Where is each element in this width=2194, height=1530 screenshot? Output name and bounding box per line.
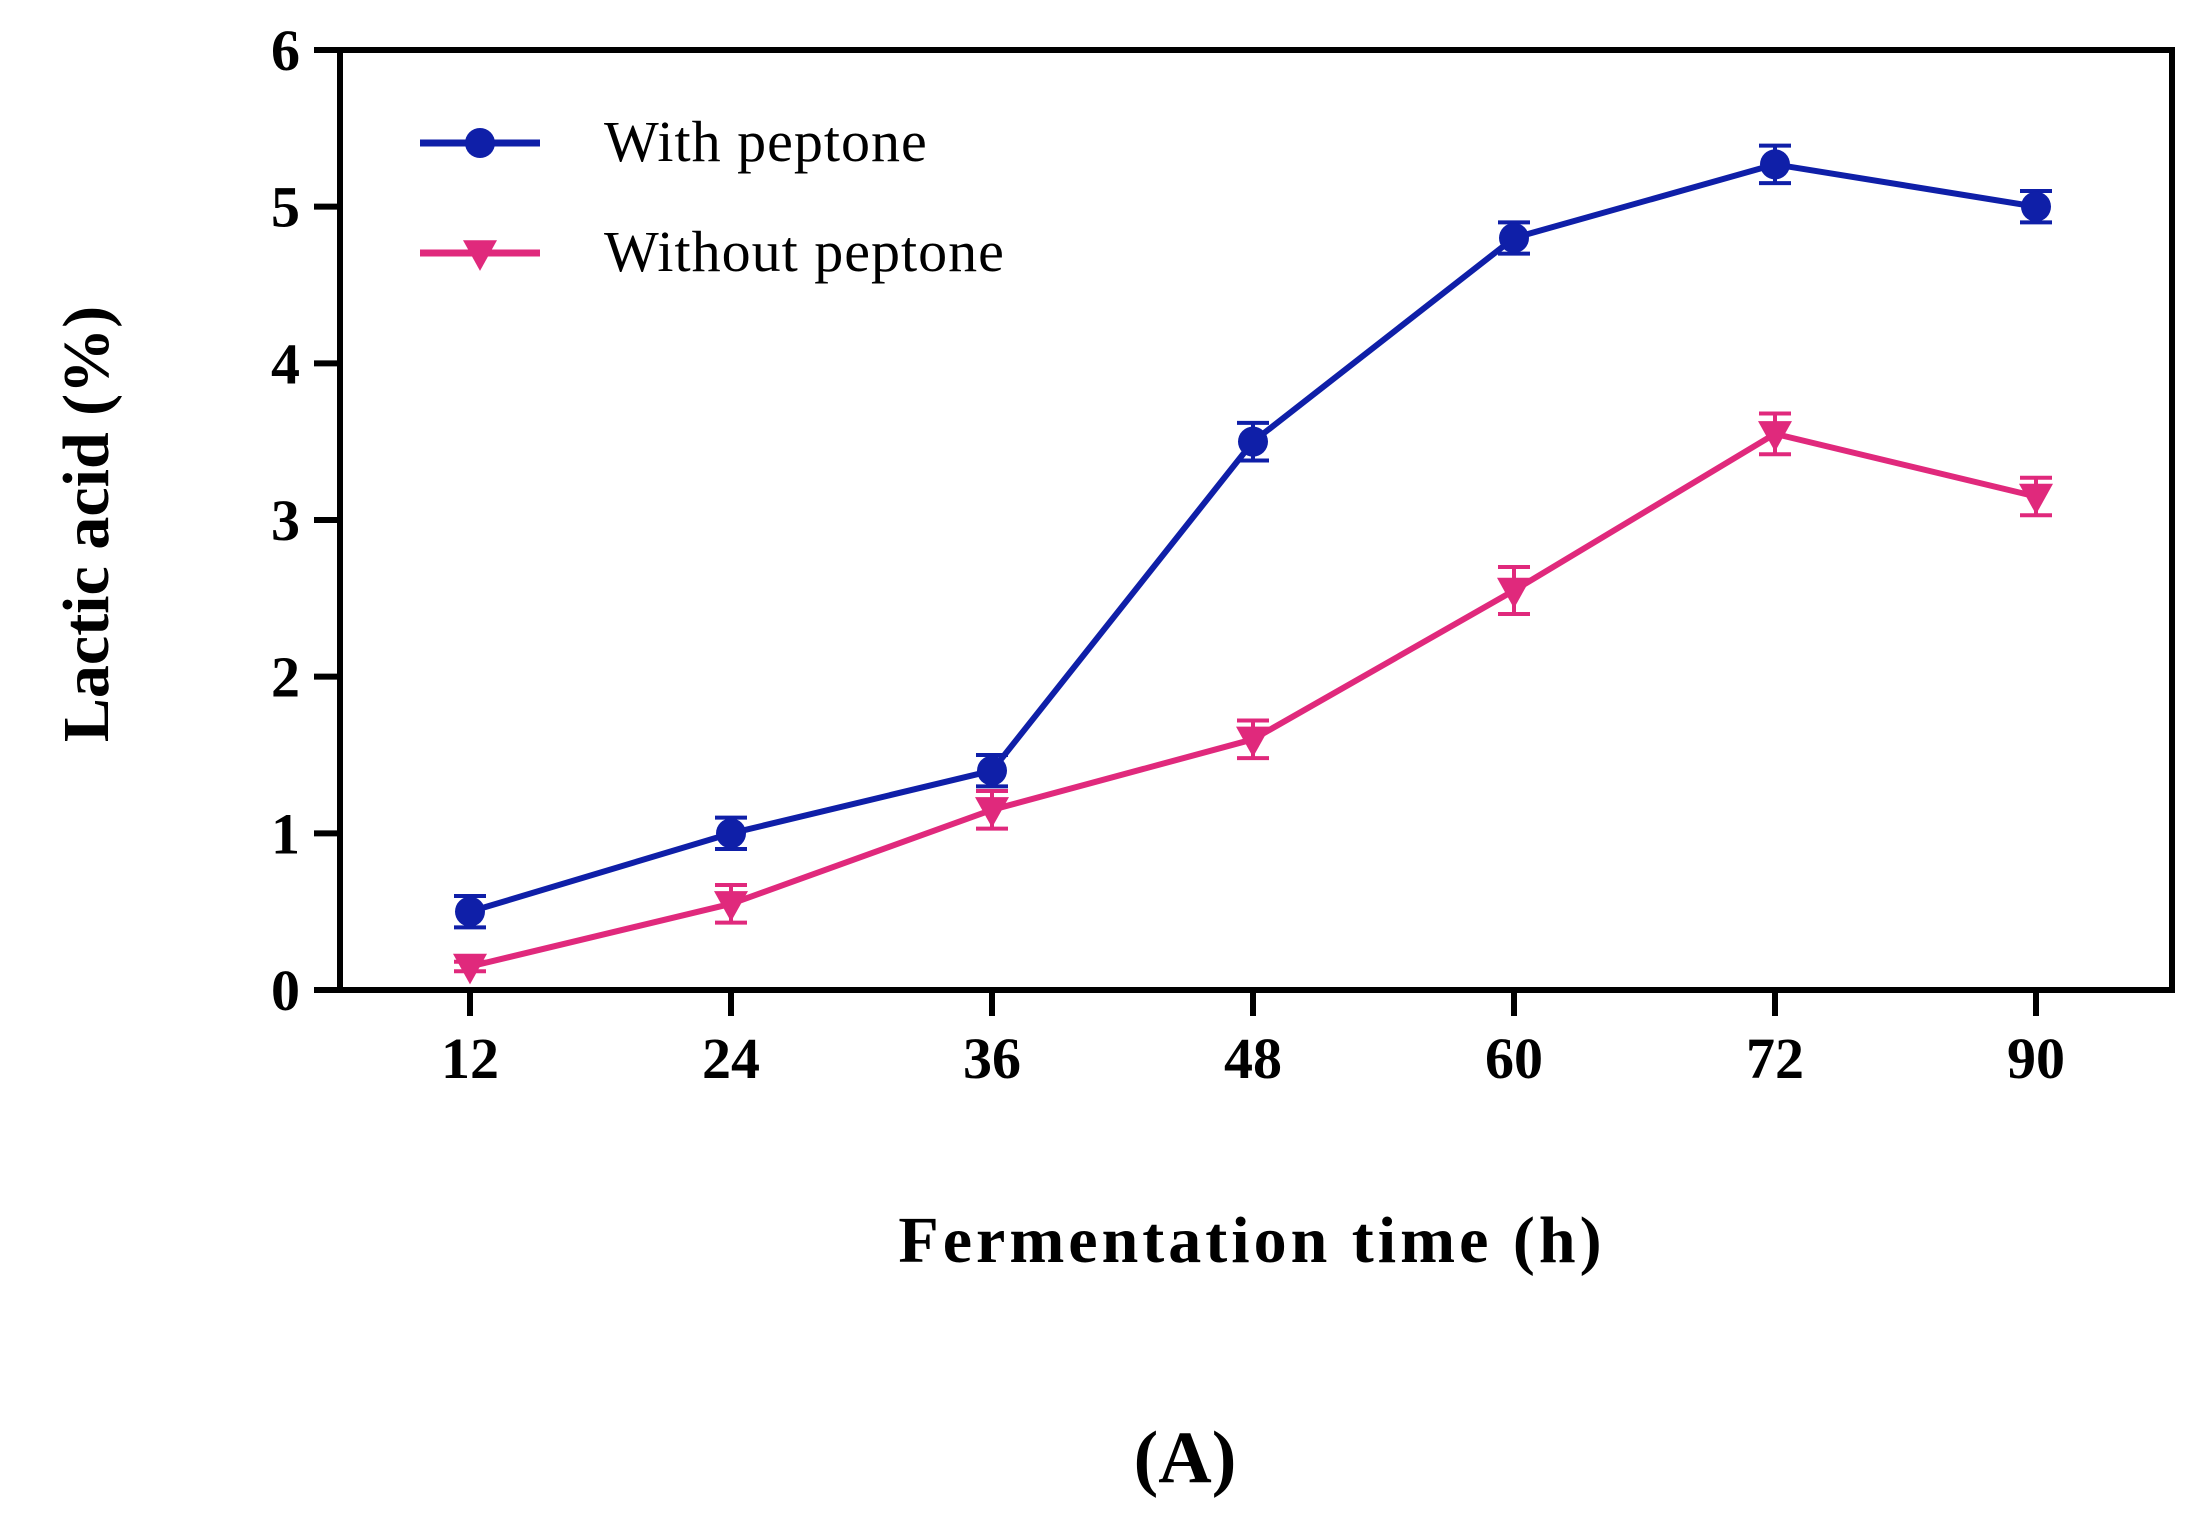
data-point <box>1236 726 1270 758</box>
legend-swatch-marker <box>463 240 497 271</box>
legend-label: With peptone <box>604 109 928 174</box>
data-point <box>1238 426 1268 457</box>
data-point <box>453 953 487 985</box>
x-tick-label: 72 <box>1746 1026 1804 1091</box>
series-layer <box>453 143 2053 985</box>
series-1 <box>454 143 2052 930</box>
data-point <box>2019 483 2053 515</box>
legend-swatch-marker <box>465 128 495 158</box>
data-point <box>1760 149 1790 180</box>
legend: With peptone Without peptone <box>420 109 1005 284</box>
y-tick-label: 2 <box>271 645 300 710</box>
data-point <box>1497 577 1531 609</box>
y-tick-label: 3 <box>271 488 300 553</box>
data-point <box>1499 223 1529 253</box>
x-tick-label: 36 <box>963 1026 1021 1091</box>
x-tick-label: 90 <box>2007 1026 2065 1091</box>
data-point <box>1758 421 1792 452</box>
data-point <box>714 891 748 922</box>
x-tick-label: 24 <box>702 1026 760 1091</box>
y-tick-label: 0 <box>271 958 300 1023</box>
y-axis-title: Lactic acid (%) <box>50 306 123 742</box>
data-point <box>975 797 1009 828</box>
legend-label: Without peptone <box>604 219 1005 284</box>
x-axis-title: Fermentation time (h) <box>898 1204 1605 1277</box>
series-line <box>469 430 2037 970</box>
x-tick-label: 48 <box>1224 1026 1282 1091</box>
legend-item-2: Without peptone <box>420 219 1005 284</box>
data-point <box>977 755 1007 786</box>
x-tick-label: 12 <box>441 1026 499 1091</box>
data-point <box>455 896 485 927</box>
plot-frame <box>337 47 2175 993</box>
data-point <box>2021 191 2051 222</box>
y-tick-label: 4 <box>271 331 300 396</box>
data-point <box>716 818 746 849</box>
x-tick-label: 60 <box>1485 1026 1543 1091</box>
y-tick-label: 1 <box>271 801 300 866</box>
panel-label: (A) <box>1134 1417 1237 1499</box>
y-tick-label: 5 <box>271 175 300 240</box>
y-tick-label: 6 <box>271 18 300 83</box>
plot-border <box>337 47 2175 993</box>
series-2 <box>453 411 2053 985</box>
x-axis: 12 24 36 48 60 72 90 <box>441 990 2065 1091</box>
legend-item-1: With peptone <box>420 109 928 174</box>
y-axis: 0 1 2 3 4 5 6 <box>271 18 340 1023</box>
